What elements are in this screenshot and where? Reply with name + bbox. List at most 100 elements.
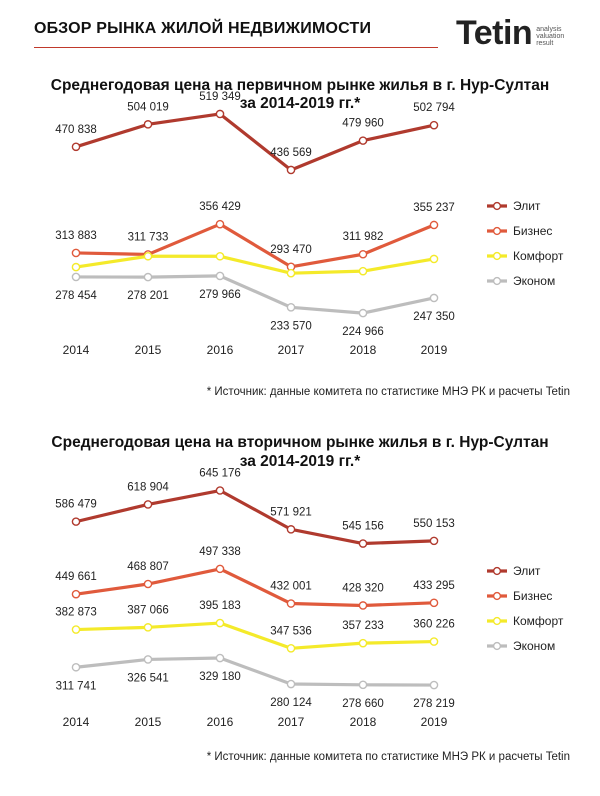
- data-point: [71, 517, 81, 526]
- legend-marker: [492, 201, 502, 211]
- data-point: [71, 248, 81, 258]
- data-label: 550 153: [413, 518, 455, 530]
- source-note: * Источник: данные комитета по статистик…: [207, 386, 570, 398]
- legend-marker: [492, 591, 502, 601]
- data-point: [143, 251, 153, 261]
- x-tick-label: 2014: [63, 715, 90, 729]
- data-point: [143, 120, 153, 129]
- data-point: [429, 120, 439, 130]
- tetin-logo: Tetin analysis valuation result: [456, 16, 564, 50]
- data-label: 313 883: [55, 230, 97, 242]
- chart-title: за 2014-2019 гг.*: [240, 453, 362, 470]
- data-label: 224 966: [342, 326, 384, 338]
- logo-tag-line: result: [536, 40, 554, 47]
- series-line-3: [75, 621, 435, 650]
- data-point: [286, 599, 296, 608]
- x-tick-label: 2016: [207, 715, 234, 729]
- data-label: 433 295: [413, 580, 455, 592]
- data-label: 502 794: [413, 102, 455, 114]
- series-line-1: [75, 488, 435, 546]
- data-label: 357 233: [342, 620, 384, 632]
- chart-title: Среднегодовая цена на вторичном рынке жи…: [51, 434, 548, 451]
- data-point: [215, 109, 225, 119]
- data-label: 278 219: [413, 698, 455, 710]
- data-point: [358, 249, 368, 259]
- data-label: 395 183: [199, 600, 241, 612]
- legend-label: Элит: [513, 199, 541, 213]
- data-point: [286, 679, 296, 689]
- data-point: [143, 655, 153, 664]
- legend-marker: [492, 251, 502, 261]
- data-point: [358, 680, 368, 690]
- data-point: [71, 142, 81, 152]
- data-point: [358, 638, 368, 648]
- data-point: [71, 262, 81, 272]
- primary-market-chart: Среднегодовая цена на первичном рынке жи…: [51, 77, 570, 398]
- data-point: [215, 618, 225, 628]
- legend-marker: [492, 641, 502, 651]
- legend-label: Комфорт: [513, 614, 564, 628]
- series-line-4: [75, 274, 435, 315]
- chart-title: за 2014-2019 гг.*: [240, 95, 362, 112]
- data-label: 278 201: [127, 290, 169, 302]
- data-point: [429, 536, 439, 546]
- page-title: ОБЗОР РЫНКА ЖИЛОЙ НЕДВИЖИМОСТИ: [34, 20, 372, 37]
- data-label: 428 320: [342, 582, 384, 594]
- data-label: 470 838: [55, 124, 97, 136]
- data-point: [143, 579, 153, 589]
- data-label: 618 904: [127, 481, 169, 493]
- legend-label: Бизнес: [513, 224, 552, 238]
- data-label: 360 226: [413, 619, 455, 631]
- data-label: 347 536: [270, 625, 312, 637]
- data-label: 387 066: [127, 604, 169, 616]
- data-point: [358, 308, 368, 318]
- data-point: [71, 589, 81, 599]
- data-label: 233 570: [270, 320, 312, 332]
- x-tick-label: 2018: [350, 343, 377, 357]
- data-label: 311 733: [128, 231, 169, 243]
- legend-label: Эконом: [513, 274, 555, 288]
- data-label: 311 982: [343, 231, 384, 243]
- series-line-4: [75, 656, 435, 687]
- data-label: 278 454: [55, 290, 97, 302]
- x-tick-label: 2019: [421, 715, 448, 729]
- data-point: [429, 598, 439, 608]
- data-label: 504 019: [127, 101, 169, 113]
- series-line-2: [75, 567, 435, 608]
- data-point: [143, 272, 153, 282]
- data-point: [358, 601, 368, 610]
- data-point: [215, 653, 225, 663]
- logo-tag-line: analysis: [536, 26, 562, 33]
- data-label: 468 807: [127, 561, 169, 573]
- data-label: 278 660: [342, 698, 384, 710]
- legend-label: Эконом: [513, 639, 555, 653]
- data-point: [215, 564, 225, 574]
- x-tick-label: 2019: [421, 343, 448, 357]
- data-label: 280 124: [270, 697, 312, 709]
- data-point: [143, 623, 153, 632]
- data-label: 479 960: [342, 118, 384, 130]
- data-label: 519 349: [199, 91, 241, 103]
- legend-label: Элит: [513, 564, 541, 578]
- data-point: [358, 539, 368, 548]
- data-label: 586 479: [55, 499, 97, 511]
- header-divider: [34, 47, 438, 48]
- data-label: 356 429: [199, 201, 241, 213]
- data-point: [215, 486, 225, 495]
- chart-title: Среднегодовая цена на первичном рынке жи…: [51, 77, 549, 94]
- data-label: 329 180: [199, 671, 241, 683]
- legend-label: Комфорт: [513, 249, 564, 263]
- source-note: * Источник: данные комитета по статистик…: [207, 751, 570, 763]
- legend-marker: [492, 566, 502, 576]
- x-tick-label: 2017: [278, 715, 305, 729]
- data-label: 279 966: [199, 289, 241, 301]
- data-label: 571 921: [270, 506, 312, 518]
- legend-marker: [492, 616, 502, 626]
- data-label: 497 338: [199, 546, 241, 558]
- data-point: [215, 271, 225, 281]
- data-label: 449 661: [55, 571, 97, 583]
- data-point: [286, 268, 296, 278]
- x-tick-label: 2015: [135, 343, 162, 357]
- data-point: [429, 254, 439, 264]
- data-point: [429, 220, 439, 230]
